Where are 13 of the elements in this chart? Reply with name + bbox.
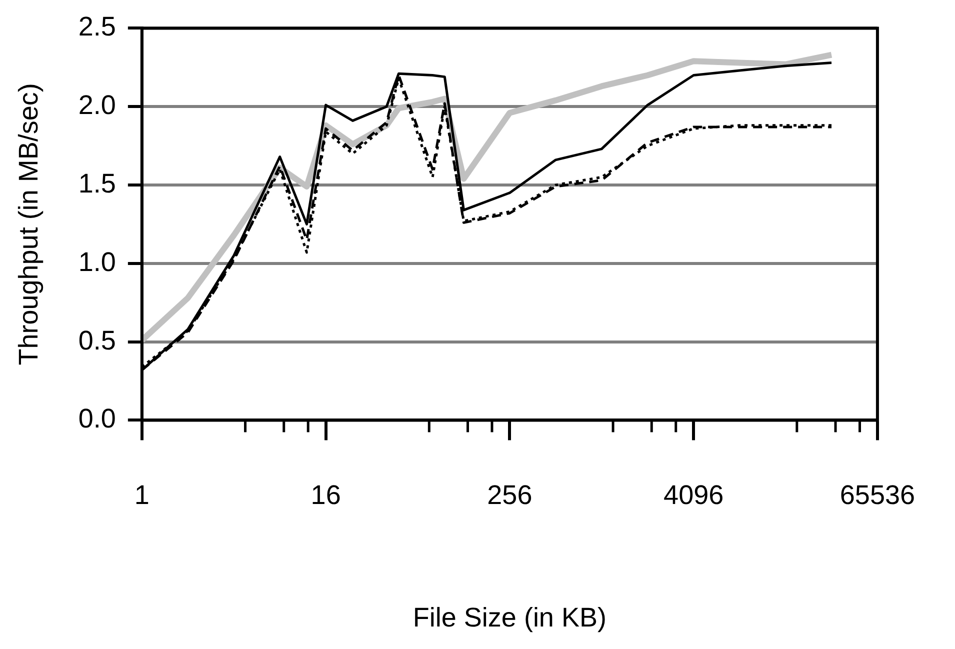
y-tick-label: 1.5	[78, 168, 116, 198]
y-tick-label: 0.5	[78, 325, 116, 356]
y-tick-label: 2.5	[78, 12, 116, 42]
x-tick-label: 16	[310, 480, 341, 510]
y-tick-label: 1.0	[78, 246, 116, 277]
x-tick-label: 1	[134, 480, 150, 510]
y-tick-label: 0.0	[78, 404, 116, 434]
x-axis-title: File Size (in KB)	[412, 602, 606, 632]
y-axis-title: Throughput (in MB/sec)	[14, 83, 44, 366]
y-tick-label: 2.0	[78, 90, 116, 120]
x-tick-label: 256	[487, 480, 532, 510]
x-tick-label: 65536	[840, 480, 916, 510]
x-tick-label: 4096	[664, 480, 724, 510]
